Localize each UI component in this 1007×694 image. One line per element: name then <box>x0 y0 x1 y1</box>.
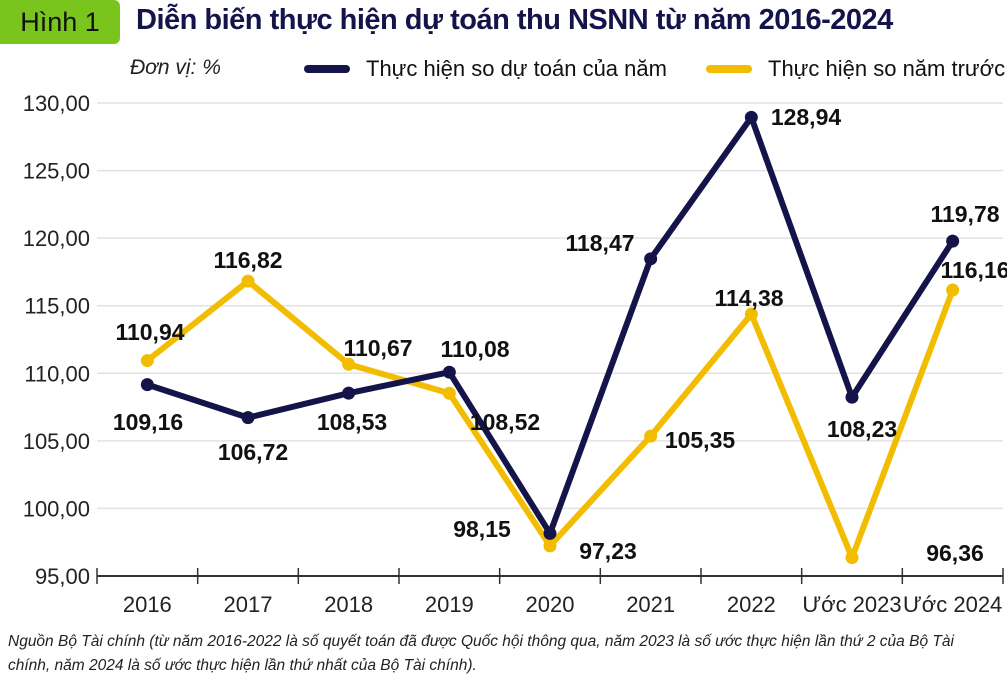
data-label: 108,52 <box>470 409 540 435</box>
y-tick-label: 125,00 <box>23 159 90 184</box>
line-chart: 95,00 100,00 105,00 110,00 115,00 120,00 125,0… <box>23 91 1007 617</box>
data-label: 105,35 <box>665 427 736 453</box>
legend-item-series-2: Thực hiện so năm trước <box>706 56 1005 82</box>
x-tick-label: 2021 <box>626 592 675 617</box>
data-point <box>744 307 758 321</box>
x-tick-label: 2020 <box>526 592 575 617</box>
data-point <box>946 283 960 297</box>
source-note: Nguồn Bộ Tài chính (từ năm 2016-2022 là … <box>8 633 954 674</box>
y-tick-label: 105,00 <box>23 429 90 454</box>
data-point <box>442 386 456 400</box>
data-point <box>543 539 557 553</box>
x-tick-label: 2019 <box>425 592 474 617</box>
data-point <box>442 365 456 379</box>
data-label: 110,67 <box>343 335 412 361</box>
x-tick-label: 2016 <box>123 592 172 617</box>
unit-label: Đơn vị: % <box>130 56 221 79</box>
series-line-1 <box>146 114 956 537</box>
x-tick-label: Ước 2023 <box>802 592 901 617</box>
data-point <box>845 390 859 404</box>
data-label: 98,15 <box>453 516 511 542</box>
data-point <box>241 274 255 288</box>
figure-badge: Hình 1 <box>0 0 120 44</box>
data-point <box>644 252 658 266</box>
data-label: 116,82 <box>213 247 282 273</box>
chart-title: Diễn biến thực hiện dự toán thu NSNN từ … <box>136 4 893 36</box>
x-tick-label: 2022 <box>727 592 776 617</box>
legend-swatch <box>304 65 350 73</box>
data-label: 119,78 <box>930 201 999 227</box>
data-label: 96,36 <box>926 540 984 566</box>
y-tick-label: 120,00 <box>23 226 90 251</box>
x-tick-label: Ước 2024 <box>903 592 1002 617</box>
x-tick-label: 2018 <box>324 592 373 617</box>
legend-swatch <box>706 65 752 73</box>
data-label: 97,23 <box>579 538 637 564</box>
data-label: 116,16 <box>940 257 1007 283</box>
data-point <box>644 429 658 443</box>
y-tick-label: 95,00 <box>35 564 90 589</box>
legend-item-series-1: Thực hiện so dự toán của năm <box>304 56 667 82</box>
data-label: 110,08 <box>440 336 509 362</box>
data-label: 109,16 <box>113 409 183 435</box>
y-tick-label: 100,00 <box>23 496 90 521</box>
data-label: 108,53 <box>317 409 387 435</box>
data-point <box>241 411 255 425</box>
y-tick-label: 110,00 <box>24 361 90 386</box>
y-tick-label: 130,00 <box>23 91 90 116</box>
data-label: 110,94 <box>115 319 184 345</box>
data-point <box>140 354 154 368</box>
data-label: 118,47 <box>565 230 634 256</box>
y-tick-label: 115,00 <box>24 294 90 319</box>
data-label: 114,38 <box>714 285 783 311</box>
legend-label: Thực hiện so năm trước <box>768 56 1006 81</box>
data-point <box>140 378 154 392</box>
data-label: 128,94 <box>771 104 842 130</box>
data-point <box>744 110 758 124</box>
data-point <box>342 357 356 371</box>
x-tick-label: 2017 <box>224 592 273 617</box>
data-point <box>543 526 557 540</box>
data-point <box>342 386 356 400</box>
data-point <box>845 551 859 565</box>
data-point <box>946 234 960 248</box>
legend-label: Thực hiện so dự toán của năm <box>366 56 667 81</box>
data-label: 106,72 <box>218 439 288 465</box>
data-label: 108,23 <box>827 416 897 442</box>
